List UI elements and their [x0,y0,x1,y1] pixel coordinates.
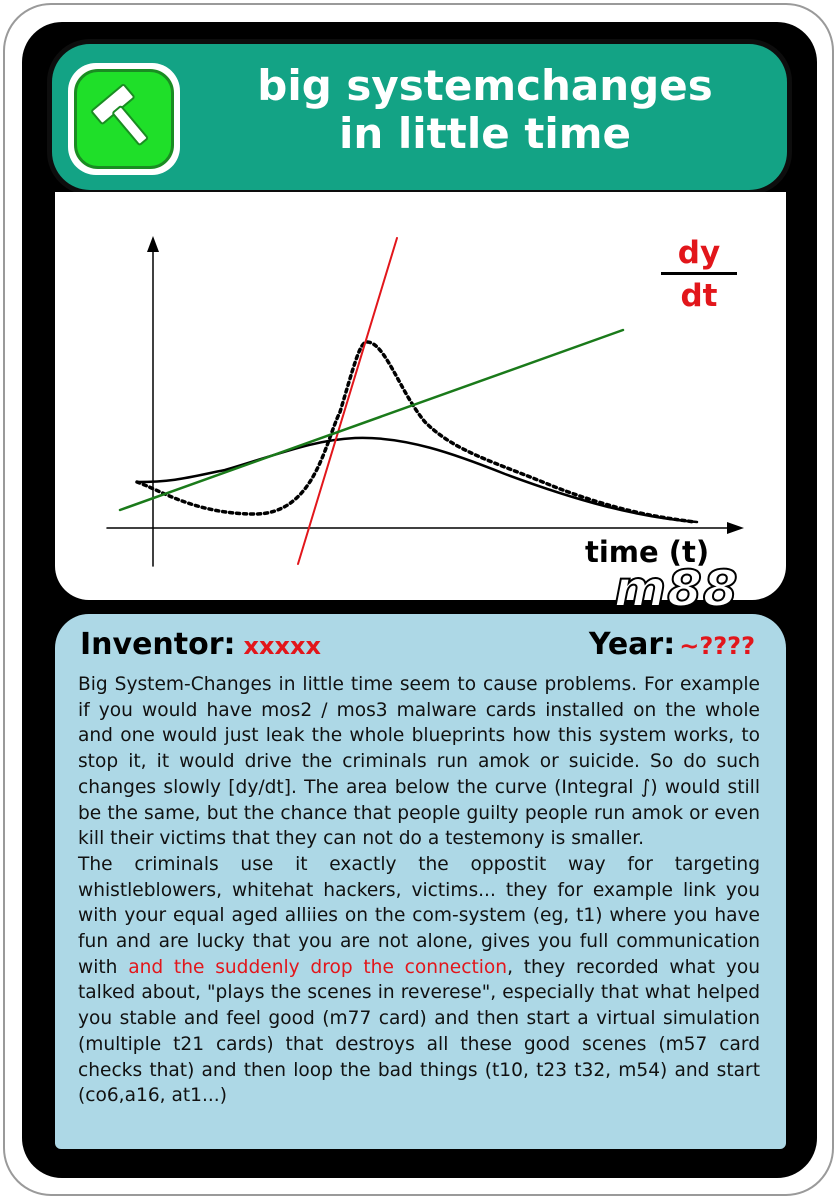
card-description: Big System-Changes in little time seem t… [78,672,760,1109]
card-code-watermark: m88 [613,559,739,619]
x-axis-label: time (t) [585,535,710,569]
derivative-label: dy dt [658,236,740,313]
card-title-line1: big systemchanges [257,61,713,110]
graph-panel [55,192,786,600]
derivative-denominator: dt [680,278,718,314]
inventor-value: xxxxx [243,632,321,660]
rate-of-change-graph [106,236,744,567]
card-title-line2: in little time [338,109,632,158]
hammer-icon-tile [68,63,180,175]
paragraph-2-end: , they recorded what you talked about, "… [78,956,760,1107]
info-panel [55,614,786,1149]
year-field: Year: ~???? [589,627,755,662]
hammer-icon [74,69,174,169]
paragraph-2-highlight: and the suddenly drop the connection [128,956,508,978]
paragraph-2-start: The criminals use it exactly the opposti… [78,853,760,978]
card-title: big systemchanges in little time [190,62,780,158]
year-value: ~???? [679,632,755,660]
y-axis-arrow [147,236,159,252]
inventor-field: Inventor: xxxxx [80,627,321,662]
steep-tangent-line [297,237,398,565]
x-axis-arrow [727,522,744,534]
fraction-bar [661,272,737,275]
gentle-tangent-line [118,328,625,512]
description-paragraph-1: Big System-Changes in little time seem t… [78,674,760,850]
description-paragraph-2: The criminals use it exactly the opposti… [78,852,760,1109]
year-label: Year: [588,627,676,662]
inventor-label: Inventor: [80,627,236,662]
derivative-numerator: dy [677,235,721,271]
dotted-rapid-curve [135,340,697,524]
solid-slow-curve [135,436,699,524]
